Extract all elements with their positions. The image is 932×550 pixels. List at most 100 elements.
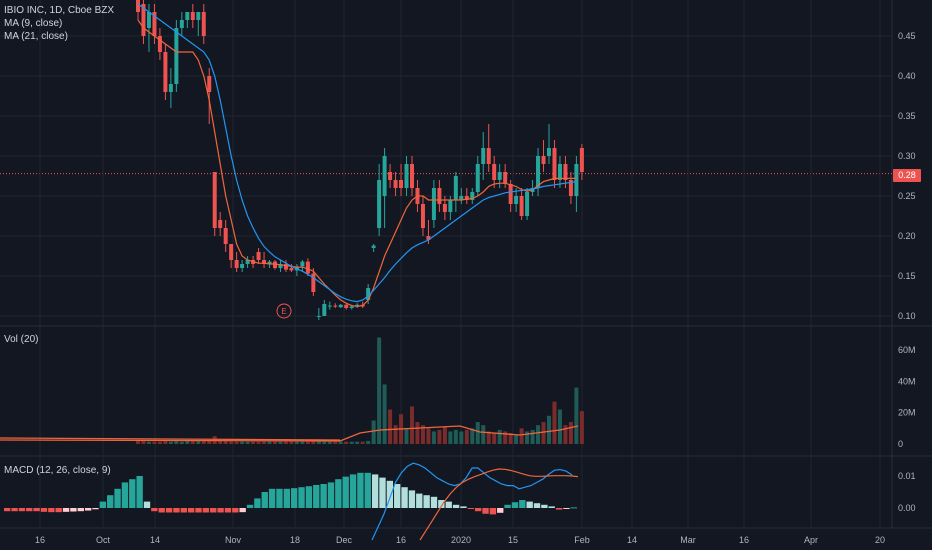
time-tick: 14 [627, 535, 637, 545]
macd-hist-bar [4, 508, 11, 512]
price-tick: 0.40 [898, 71, 916, 81]
volume-bar [311, 440, 316, 444]
macd-hist-bar [349, 474, 357, 508]
macd-hist-bar [379, 477, 386, 508]
candle-body [399, 180, 404, 188]
macd-hist-bar [438, 500, 445, 508]
candle-body [338, 304, 343, 308]
volume-bar [240, 441, 245, 444]
macd-hist-bar [305, 486, 313, 508]
macd-hist-bar [386, 480, 394, 508]
macd-hist-bar [129, 479, 136, 508]
candle-body [256, 252, 261, 260]
price-tick: 0.30 [898, 151, 916, 161]
volume-tick: 60M [898, 345, 916, 355]
macd-hist-bar [511, 502, 519, 508]
macd-hist-bar [151, 508, 158, 512]
volume-bar [168, 441, 173, 444]
volume-bar [174, 440, 179, 444]
signal-line [419, 468, 579, 541]
legend-symbol[interactable]: IBIO INC, 1D, Cboe BZX [4, 5, 115, 16]
candle-body [568, 180, 573, 196]
macd-hist-bar [394, 484, 401, 508]
legend-ma9[interactable]: MA (9, close) [4, 18, 63, 29]
price-tick: 0.25 [898, 191, 916, 201]
candle-body [355, 304, 360, 307]
volume-bar [448, 431, 453, 444]
candle-body [525, 192, 530, 216]
candle-body [410, 164, 414, 188]
volume-bar [157, 441, 162, 444]
volume-bar [251, 441, 256, 444]
candle-body [283, 264, 288, 270]
volume-bar [207, 440, 212, 444]
volume-tick: 40M [898, 376, 916, 386]
candle-body [240, 264, 245, 268]
time-tick: 16 [739, 535, 749, 545]
volume-bar [316, 439, 321, 444]
candle-body [377, 180, 382, 228]
macd-hist-bar [143, 501, 151, 508]
macd-hist-bar [121, 482, 129, 508]
candle-body [552, 148, 557, 180]
candle-body [141, 4, 146, 36]
volume-bar [278, 441, 283, 444]
volume-bar [245, 441, 250, 444]
legend-volume[interactable]: Vol (20) [4, 334, 39, 345]
volume-bar [322, 441, 327, 444]
volume-bar [382, 384, 387, 444]
volume-bar [179, 441, 184, 444]
macd-line [371, 462, 573, 541]
candle-body [453, 176, 458, 200]
candle-body [519, 196, 524, 216]
volume-bar [492, 433, 497, 444]
volume-bar [525, 431, 530, 444]
macd-hist-bar [555, 508, 563, 510]
time-tick: Apr [804, 535, 818, 545]
macd-hist-bar [114, 488, 121, 508]
macd-hist-bar [482, 508, 489, 514]
candle-body [344, 304, 349, 308]
macd-hist-bar [364, 472, 371, 508]
macd-hist-bar [357, 472, 364, 508]
macd-hist-bar [371, 474, 379, 508]
volume-bar [579, 411, 584, 444]
time-tick: Feb [574, 535, 590, 545]
macd-hist-bar [158, 508, 165, 513]
volume-bar [519, 428, 524, 444]
price-tick: 0.15 [898, 271, 916, 281]
candle-body [437, 188, 442, 204]
macd-hist-bar [519, 500, 526, 508]
macd-hist-bar [62, 508, 70, 512]
volume-tick: 20M [898, 408, 916, 418]
candle-body [267, 261, 272, 264]
macd-hist-bar [92, 508, 99, 510]
macd-hist-bar [467, 508, 474, 509]
macd-hist-bar [268, 488, 276, 508]
volume-bar [431, 431, 436, 444]
macd-hist-bar [313, 484, 320, 508]
candle-body [563, 164, 568, 180]
candle-body [305, 261, 310, 274]
candle-body [316, 316, 321, 317]
legend-ma21[interactable]: MA (21, close) [4, 31, 68, 42]
legend-macd[interactable]: MACD (12, 26, close, 9) [4, 465, 111, 476]
candle-body [508, 184, 513, 204]
candle-body [497, 172, 502, 180]
macd-tick: 0.01 [898, 471, 916, 481]
candle-body [426, 236, 431, 240]
macd-tick: 0.00 [898, 503, 916, 513]
price-candles [136, 0, 584, 320]
volume-legend: Vol (20) [4, 333, 38, 346]
candle-body [366, 288, 371, 300]
volume-bar [256, 441, 261, 444]
volume-bar [136, 440, 140, 444]
candle-body [536, 156, 541, 188]
macd-hist-bar [180, 508, 187, 513]
macd-hist-bar [202, 508, 210, 513]
candle-body [136, 0, 140, 12]
macd-hist-bar [474, 508, 482, 512]
time-tick: 20 [875, 535, 885, 545]
volume-bar [442, 426, 447, 444]
